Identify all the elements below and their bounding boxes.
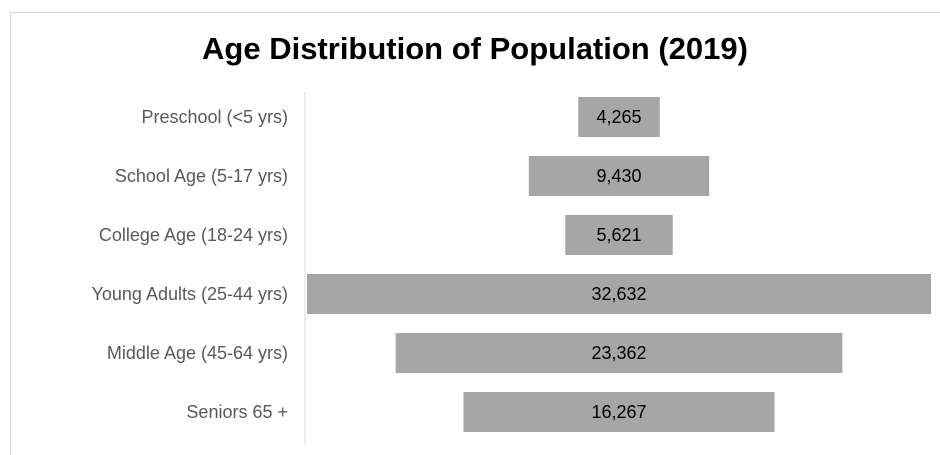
- funnel-bar: [528, 156, 710, 196]
- funnel-bar: [395, 333, 843, 373]
- data-label: 4,265: [596, 107, 641, 127]
- data-label: 23,362: [591, 343, 646, 363]
- category-tick-label: Preschool (<5 yrs): [141, 107, 288, 127]
- funnel-bar: [307, 274, 931, 314]
- category-tick-label: College Age (18-24 yrs): [99, 225, 288, 245]
- funnel-bar: [565, 215, 673, 255]
- chart-title: Age Distribution of Population (2019): [202, 31, 748, 66]
- category-tick-label: Seniors 65 +: [186, 402, 288, 422]
- category-tick-label: Young Adults (25-44 yrs): [92, 284, 288, 304]
- chart-frame: [10, 12, 940, 455]
- data-label: 9,430: [596, 166, 641, 186]
- data-label: 32,632: [591, 284, 646, 304]
- chart-marks: 4,265 Preschool (<5 yrs) 9,430 School Age (…: [92, 97, 931, 432]
- funnel-bar: [578, 97, 660, 137]
- category-tick-label: Middle Age (45-64 yrs): [107, 343, 288, 363]
- data-label: 5,621: [596, 225, 641, 245]
- data-label: 16,267: [591, 402, 646, 422]
- category-tick-label: School Age (5-17 yrs): [115, 166, 288, 186]
- funnel-bar: [463, 392, 775, 432]
